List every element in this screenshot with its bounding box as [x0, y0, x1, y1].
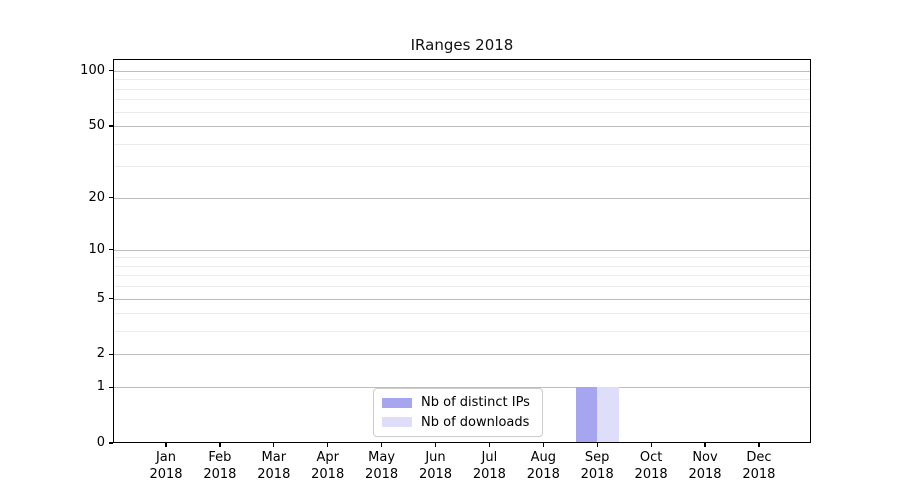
y-tick-mark: [109, 70, 113, 72]
y-tick-label: 100: [80, 62, 105, 78]
gridline-minor: [114, 99, 810, 101]
y-tick-label: 0: [96, 435, 105, 450]
gridline-minor: [114, 313, 810, 315]
gridline-minor: [114, 88, 810, 90]
gridline-minor: [114, 143, 810, 145]
gridline-minor: [114, 286, 810, 288]
y-tick-label: 5: [96, 290, 105, 306]
y-tick-mark: [109, 353, 113, 356]
gridline-minor: [114, 166, 810, 168]
gridline-minor: [114, 265, 810, 267]
x-tick-label: Feb 2018: [203, 450, 237, 482]
x-tick-label: Jun 2018: [418, 450, 453, 482]
x-tick-mark: [434, 443, 437, 447]
gridline-major: [114, 387, 810, 389]
gridline-minor: [114, 257, 810, 259]
legend-item-distinct-ips: Nb of distinct IPs: [382, 395, 534, 410]
x-tick-mark: [327, 443, 329, 447]
y-tick-label: 50: [88, 117, 105, 133]
y-tick-mark: [109, 196, 113, 199]
x-tick-label: May 2018: [365, 450, 399, 482]
y-tick-mark: [109, 125, 113, 127]
gridline-major: [114, 249, 810, 251]
gridline-minor: [114, 79, 810, 81]
x-tick-label: Dec 2018: [742, 450, 776, 482]
y-tick-label: 2: [96, 346, 105, 362]
x-tick-label: Jan 2018: [149, 450, 183, 482]
x-tick-mark: [542, 443, 544, 447]
x-tick-mark: [381, 443, 383, 447]
x-tick-mark: [650, 443, 652, 447]
x-tick-label: Jul 2018: [472, 450, 506, 482]
gridline-major: [114, 354, 810, 356]
bar-downloads: [597, 387, 619, 443]
x-tick-mark: [273, 443, 275, 447]
legend-label-downloads: Nb of downloads: [421, 414, 530, 430]
legend-swatch-distinct-ips: [382, 397, 412, 408]
y-tick-label: 10: [88, 241, 105, 257]
x-tick-label: Oct 2018: [634, 450, 668, 482]
x-tick-label: Nov 2018: [688, 450, 722, 482]
x-tick-label: Mar 2018: [257, 450, 291, 482]
plot-area: [113, 59, 811, 443]
x-tick-mark: [758, 443, 760, 447]
legend-item-downloads: Nb of downloads: [382, 415, 534, 430]
x-tick-mark: [165, 443, 167, 447]
chart-title: IRanges 2018: [410, 36, 514, 54]
x-tick-label: Aug 2018: [526, 450, 560, 482]
gridline-minor: [114, 275, 810, 277]
y-tick-mark: [109, 249, 113, 251]
x-tick-mark: [704, 443, 706, 447]
y-tick-mark: [109, 386, 113, 388]
y-tick-mark: [109, 442, 113, 444]
gridline-minor: [114, 331, 810, 333]
gridline-minor: [114, 111, 810, 113]
legend-swatch-downloads: [382, 417, 412, 428]
y-tick-mark: [109, 297, 113, 300]
x-tick-mark: [596, 443, 598, 447]
bar-distinct-ips: [575, 387, 598, 443]
gridline-major: [114, 125, 810, 127]
x-tick-label: Sep 2018: [580, 450, 614, 482]
gridline-major: [114, 197, 810, 199]
gridline-major: [114, 298, 810, 300]
x-tick-mark: [488, 443, 491, 447]
y-tick-label: 1: [96, 379, 105, 395]
legend-label-distinct-ips: Nb of distinct IPs: [421, 395, 530, 411]
x-tick-label: Apr 2018: [311, 450, 345, 482]
y-tick-label: 20: [88, 189, 105, 205]
legend: Nb of distinct IPs Nb of downloads: [373, 388, 543, 437]
x-tick-mark: [219, 443, 221, 447]
gridline-major: [114, 70, 810, 72]
